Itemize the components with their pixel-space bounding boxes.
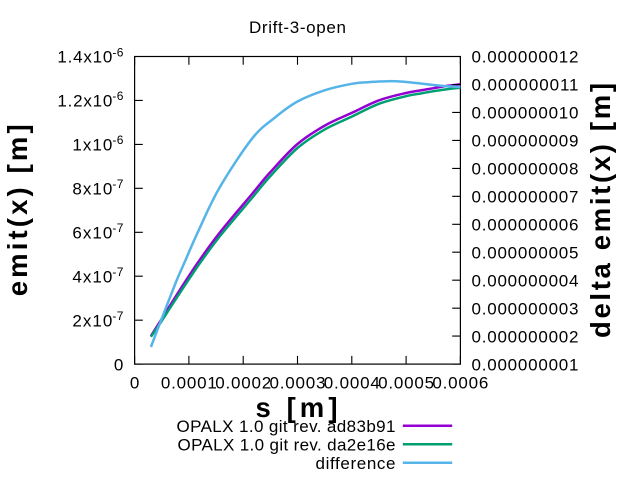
svg-text:-7: -7 <box>112 177 123 191</box>
svg-text:0: 0 <box>114 355 123 374</box>
svg-text:4x10: 4x10 <box>72 267 112 286</box>
svg-text:-6: -6 <box>112 89 123 103</box>
svg-text:0: 0 <box>130 373 139 392</box>
svg-text:0.0005: 0.0005 <box>378 373 434 392</box>
svg-text:Drift-3-open: Drift-3-open <box>249 18 346 37</box>
svg-text:2x10: 2x10 <box>72 311 112 330</box>
svg-text:0.000000011: 0.000000011 <box>472 76 579 95</box>
svg-text:OPALX 1.0 git rev. da2e16e: OPALX 1.0 git rev. da2e16e <box>178 435 396 454</box>
svg-text:-6: -6 <box>112 45 123 59</box>
svg-text:0.000000004: 0.000000004 <box>472 271 579 290</box>
svg-text:0.0004: 0.0004 <box>324 373 380 392</box>
svg-text:OPALX 1.0 git rev. ad83b91: OPALX 1.0 git rev. ad83b91 <box>177 417 396 436</box>
svg-text:0.000000009: 0.000000009 <box>472 132 579 151</box>
svg-text:0.000000006: 0.000000006 <box>472 216 579 235</box>
svg-text:0.000000010: 0.000000010 <box>472 104 579 123</box>
svg-text:1x10: 1x10 <box>72 136 112 155</box>
svg-text:delta emit(x) [m]: delta emit(x) [m] <box>585 83 616 338</box>
svg-text:emit(x) [m]: emit(x) [m] <box>2 124 33 296</box>
svg-text:6x10: 6x10 <box>72 224 112 243</box>
svg-text:1.2x10: 1.2x10 <box>57 92 112 111</box>
svg-text:0.000000003: 0.000000003 <box>472 299 579 318</box>
svg-text:difference: difference <box>316 454 396 473</box>
svg-text:-7: -7 <box>112 221 123 235</box>
svg-text:0.000000008: 0.000000008 <box>472 160 579 179</box>
svg-text:0.0003: 0.0003 <box>270 373 326 392</box>
svg-text:0.0006: 0.0006 <box>432 373 488 392</box>
svg-text:0.0001: 0.0001 <box>161 373 217 392</box>
svg-text:0.000000012: 0.000000012 <box>472 48 579 67</box>
svg-text:0.000000001: 0.000000001 <box>472 355 579 374</box>
svg-text:-6: -6 <box>112 133 123 147</box>
svg-text:0.000000002: 0.000000002 <box>472 327 579 346</box>
svg-text:0.0002: 0.0002 <box>215 373 271 392</box>
svg-text:-7: -7 <box>112 265 123 279</box>
svg-text:-7: -7 <box>112 309 123 323</box>
svg-text:0.000000005: 0.000000005 <box>472 243 579 262</box>
svg-text:0.000000007: 0.000000007 <box>472 188 579 207</box>
svg-text:8x10: 8x10 <box>72 180 112 199</box>
svg-text:1.4x10: 1.4x10 <box>57 48 112 67</box>
